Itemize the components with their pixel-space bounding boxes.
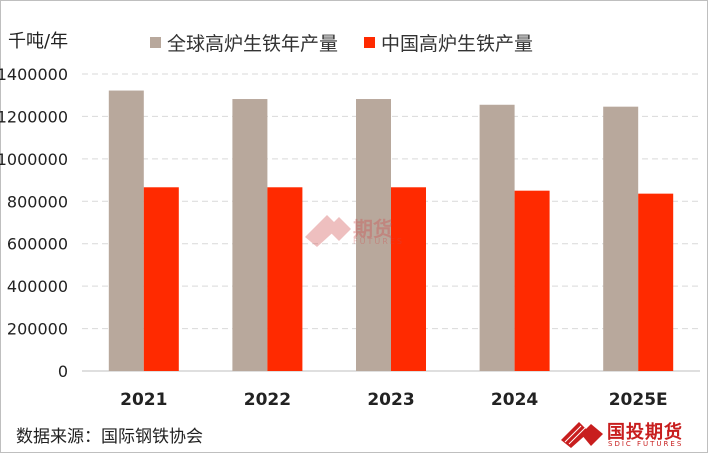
brand-logo: 国投期货 SDIC FUTURES [559,418,705,450]
y-axis-unit-label: 千吨/年 [8,31,69,52]
legend-swatch-china [364,37,376,48]
watermark: 期货 FUTURES [305,213,402,251]
x-tick-label: 2022 [244,390,291,410]
watermark-subtext: FUTURES [353,237,404,246]
chart-legend: 全球高炉生铁年产量 中国高炉生铁产量 [150,29,533,56]
legend-swatch-global [150,37,161,48]
brand-logo-icon [561,422,603,448]
bar-china [391,187,426,371]
y-tick-label: 200000 [7,320,68,339]
legend-item-global: 全球高炉生铁年产量 [150,29,338,56]
x-tick-label: 2025E [609,390,668,410]
bar-global [356,99,391,371]
watermark-logo-icon [305,215,351,247]
legend-label-china: 中国高炉生铁产量 [381,33,534,55]
y-tick-label: 400000 [7,277,68,296]
y-tick-label: 600000 [7,235,68,254]
x-tick-label: 2021 [120,390,167,410]
x-tick-label: 2023 [367,390,414,410]
y-tick-label: 800000 [7,192,68,211]
brand-logo-text: 国投期货 [607,422,683,443]
bar-global [108,90,144,371]
bar-global [232,99,268,371]
legend-item-china: 中国高炉生铁产量 [364,29,533,56]
bar-china [143,187,179,371]
bar-china [514,190,550,371]
brand-logo-subtext: SDIC FUTURES [608,440,684,448]
y-tick-label: 0 [58,362,68,381]
bar-global [479,104,515,371]
legend-label-global: 全球高炉生铁年产量 [167,33,339,55]
bar-china [267,187,303,371]
x-tick-label: 2024 [491,390,538,410]
y-tick-label: 1000000 [0,150,68,169]
bar-china [638,193,674,371]
y-tick-label: 1400000 [0,65,68,84]
watermark-text: 期货 [353,217,393,241]
data-source: 数据来源：国际钢铁协会 [16,427,203,447]
y-tick-label: 1200000 [0,107,68,126]
bar-global [603,106,639,372]
